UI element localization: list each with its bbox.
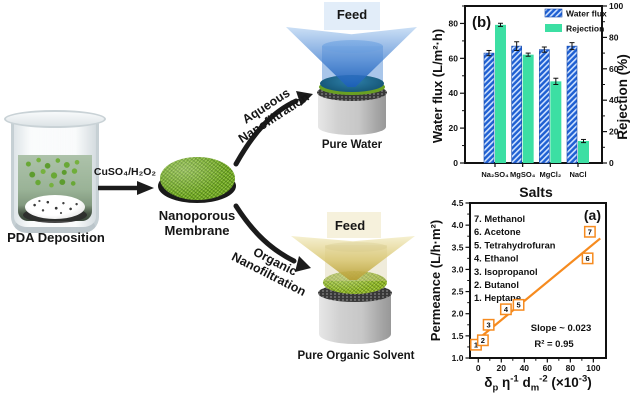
pure-water-label: Pure Water bbox=[321, 139, 383, 151]
beaker-rim bbox=[4, 110, 106, 128]
svg-text:100: 100 bbox=[586, 363, 600, 373]
svg-text:80: 80 bbox=[566, 363, 576, 373]
svg-text:80: 80 bbox=[449, 18, 459, 28]
svg-text:5: 5 bbox=[516, 301, 520, 310]
nanoporous-membrane-label: Nanoporous Membrane bbox=[145, 208, 249, 238]
svg-text:Slope ~ 0.023: Slope ~ 0.023 bbox=[531, 323, 591, 334]
feed-arrow-top-shaft bbox=[324, 2, 380, 30]
svg-text:20: 20 bbox=[609, 127, 619, 137]
svg-text:0: 0 bbox=[453, 158, 458, 168]
svg-text:3.0: 3.0 bbox=[452, 264, 464, 274]
beaker-glass bbox=[11, 121, 99, 233]
svg-text:1.0: 1.0 bbox=[452, 353, 464, 363]
svg-text:40: 40 bbox=[609, 95, 619, 105]
svg-text:1: 1 bbox=[474, 341, 478, 350]
water-flux-rejection-bar-chart: 0 20 40 60 80 0 20 40 60 80 100 Na₂SO₄ MgSO₄ MgCl₂ NaC… bbox=[430, 1, 630, 200]
pda-deposition-label: PDA Deposition bbox=[7, 230, 105, 245]
membrane-disk-in-beaker bbox=[25, 195, 85, 219]
svg-text:7. Methanol: 7. Methanol bbox=[474, 214, 525, 224]
feed-arrow-bottom-shaft bbox=[327, 212, 381, 238]
svg-text:100: 100 bbox=[609, 1, 623, 11]
svg-text:60: 60 bbox=[543, 363, 553, 373]
svg-text:6: 6 bbox=[586, 254, 590, 263]
svg-text:Salts: Salts bbox=[519, 184, 553, 200]
svg-text:60: 60 bbox=[609, 64, 619, 74]
svg-text:NaCl: NaCl bbox=[569, 170, 586, 179]
svg-text:20: 20 bbox=[449, 123, 459, 133]
nanoporous-membrane-disk bbox=[160, 157, 235, 200]
svg-text:Rejection (%): Rejection (%) bbox=[615, 54, 630, 140]
svg-text:2. Butanol: 2. Butanol bbox=[474, 280, 519, 290]
svg-text:R² = 0.95: R² = 0.95 bbox=[534, 339, 574, 350]
svg-text:40: 40 bbox=[520, 363, 530, 373]
svg-text:Na₂SO₄: Na₂SO₄ bbox=[481, 170, 509, 179]
svg-text:3: 3 bbox=[487, 321, 491, 330]
svg-text:2.0: 2.0 bbox=[452, 309, 464, 319]
svg-text:4: 4 bbox=[504, 305, 509, 314]
svg-text:2: 2 bbox=[481, 336, 485, 345]
feed-top-label: Feed bbox=[336, 7, 368, 22]
svg-text:Rejection: Rejection bbox=[566, 24, 604, 34]
svg-text:3.5: 3.5 bbox=[452, 242, 464, 252]
feed-bottom-label: Feed bbox=[334, 218, 366, 233]
reagent-arrow-head-icon bbox=[137, 181, 154, 195]
pure-organic-solvent-label: Pure Organic Solvent bbox=[297, 350, 415, 362]
svg-text:Water flux (L/m²·h): Water flux (L/m²·h) bbox=[430, 29, 445, 143]
pda-particles bbox=[22, 157, 86, 201]
svg-text:5. Tetrahydrofuran: 5. Tetrahydrofuran bbox=[474, 240, 556, 250]
svg-text:MgCl₂: MgCl₂ bbox=[539, 170, 561, 179]
svg-text:δp η-1 dm-2 (×10-3): δp η-1 dm-2 (×10-3) bbox=[484, 374, 591, 394]
organic-membrane-disk bbox=[323, 271, 387, 294]
svg-text:2.5: 2.5 bbox=[452, 287, 464, 297]
membrane-label-line1: Nanoporous bbox=[158, 208, 236, 223]
organic-permeate-cylinder bbox=[319, 294, 391, 344]
svg-text:4.5: 4.5 bbox=[452, 198, 464, 208]
svg-text:0: 0 bbox=[609, 158, 614, 168]
svg-text:0: 0 bbox=[476, 363, 481, 373]
svg-text:4.0: 4.0 bbox=[452, 220, 464, 230]
svg-text:1. Heptane: 1. Heptane bbox=[474, 293, 521, 303]
svg-text:7: 7 bbox=[588, 228, 592, 237]
svg-text:Water flux: Water flux bbox=[566, 9, 607, 19]
svg-text:80: 80 bbox=[609, 32, 619, 42]
svg-text:1.5: 1.5 bbox=[452, 331, 464, 341]
aqueous-nanofiltration-label: Aqueous Nanofiltration bbox=[216, 70, 324, 153]
beaker bbox=[4, 110, 106, 238]
svg-text:(a): (a) bbox=[584, 207, 601, 223]
membrane-label-line2: Membrane bbox=[164, 222, 230, 238]
svg-text:6. Acetone: 6. Acetone bbox=[474, 227, 521, 237]
svg-text:4. Ethanol: 4. Ethanol bbox=[474, 254, 518, 264]
svg-text:20: 20 bbox=[497, 363, 507, 373]
svg-text:Permeance (L/h·m²): Permeance (L/h·m²) bbox=[428, 220, 443, 341]
svg-text:40: 40 bbox=[449, 88, 459, 98]
reagent-label: CuSO₄/H₂O₂ bbox=[93, 166, 157, 178]
svg-text:MgSO₄: MgSO₄ bbox=[510, 170, 536, 179]
svg-text:3. Isopropanol: 3. Isopropanol bbox=[474, 267, 538, 277]
permeance-scatter-chart: 0 20 40 60 80 100 1.0 1.5 2.0 2.5 3.0 3.5 4.0 4.5 7. M… bbox=[428, 198, 607, 394]
svg-text:(b): (b) bbox=[472, 14, 491, 31]
svg-text:60: 60 bbox=[449, 53, 459, 63]
